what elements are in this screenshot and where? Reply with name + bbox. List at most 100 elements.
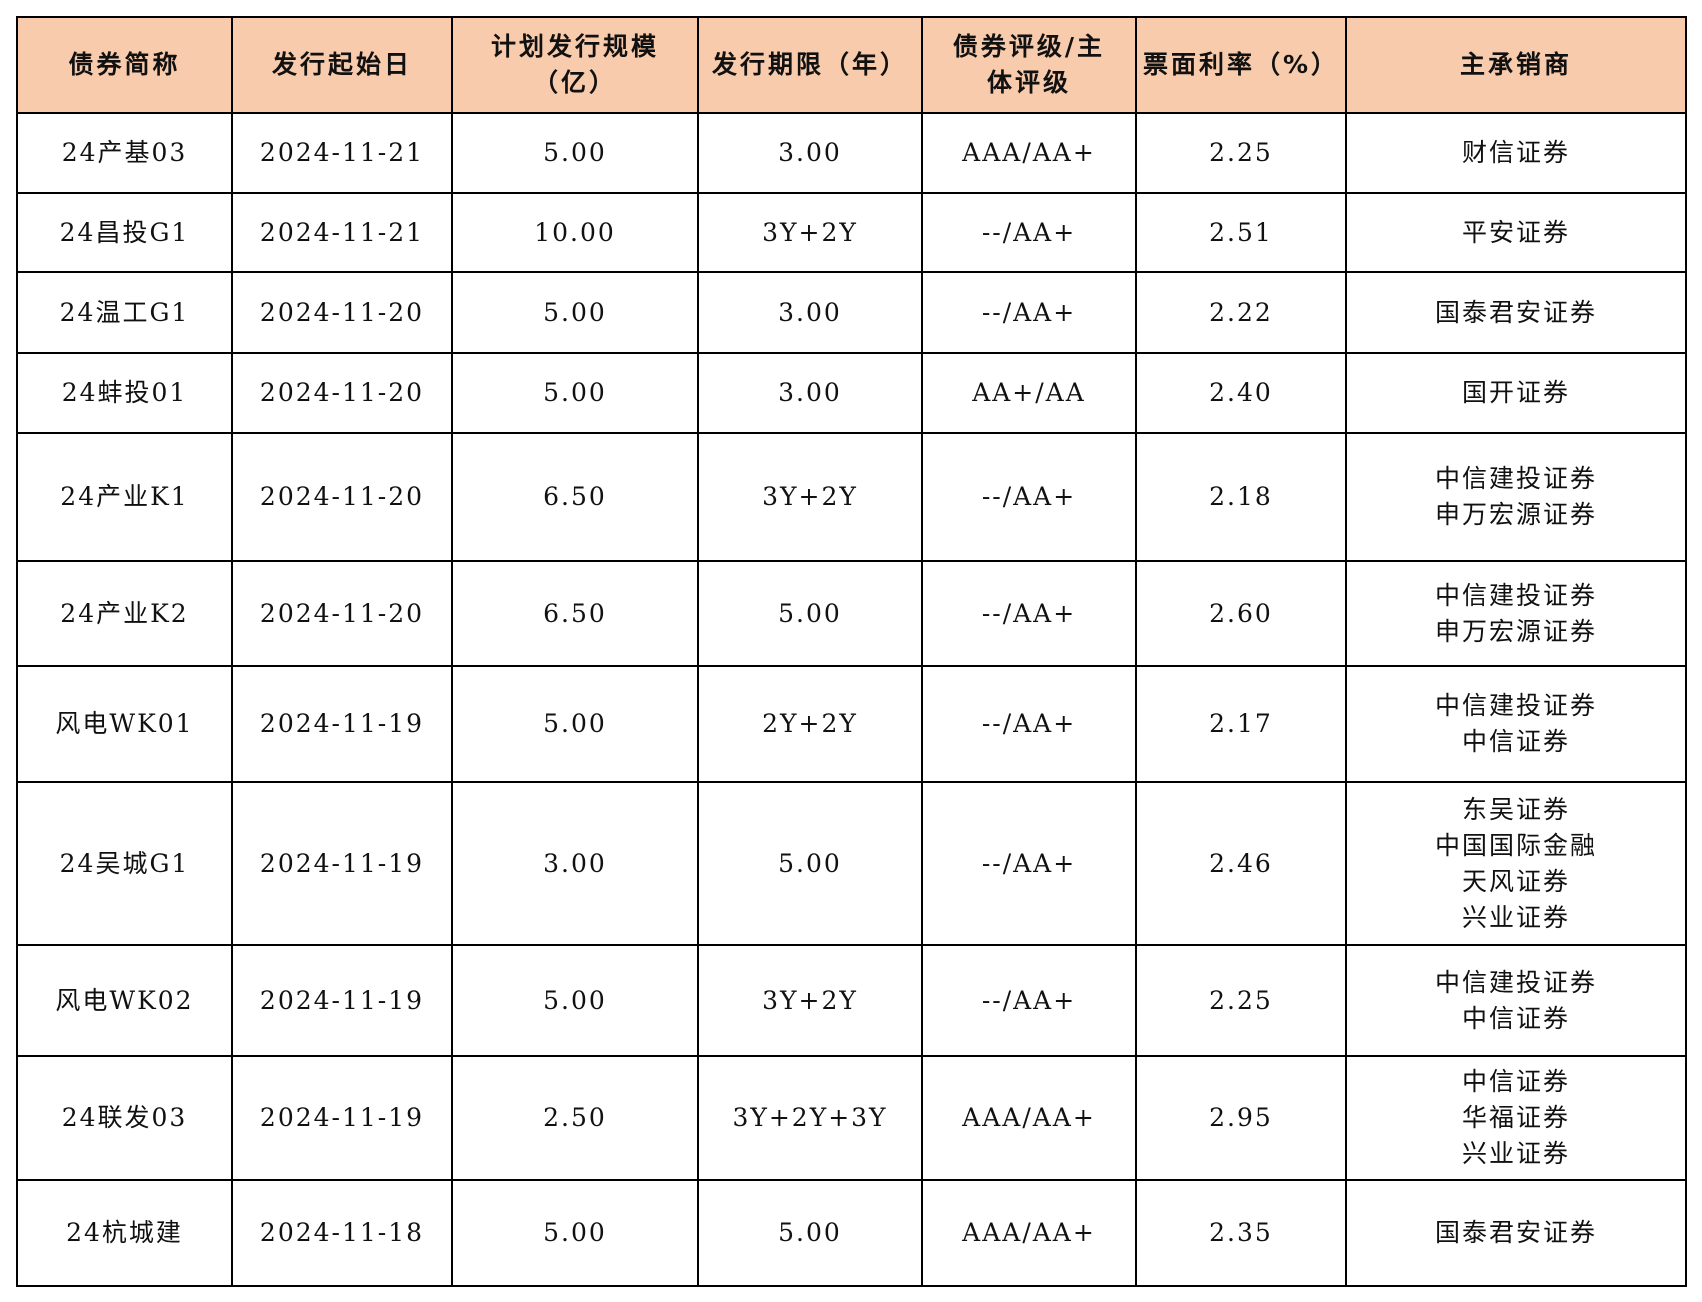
table-cell: 2.35 [1135,1179,1347,1287]
table-cell: 2.25 [1135,944,1347,1057]
cell-line: 债券简称 [68,50,181,79]
table-cell: AAA/AA+ [921,1055,1137,1181]
cell-line: 中信建投证券 [1434,580,1597,610]
table-cell: 2024-11-19 [231,944,453,1057]
table-cell: 24产业K1 [16,432,233,562]
table-cell: 24温工G1 [16,271,233,354]
table-cell: 3.00 [697,112,923,194]
cell-line: 国开证券 [1461,378,1570,407]
cell-line: 债券评级/主 [952,32,1106,61]
cell-line: 中信证券 [1461,1067,1570,1096]
table-cell: 国泰君安证券 [1345,1179,1687,1287]
table-cell: 2024-11-18 [231,1179,453,1287]
cell-line: （亿） [532,68,617,97]
cell-line: 中国国际金融 [1434,830,1597,860]
table-row: 24产基03 2024-11-21 5.00 3.00 AAA/AA+ 2.25 财信证券 [16,112,1687,194]
table-cell: 2.60 [1135,560,1347,667]
table-cell: --/AA+ [921,271,1137,354]
cell-line: 天风证券 [1461,866,1570,896]
table-cell: 6.50 [451,432,699,562]
table-cell: 24蚌投01 [16,352,233,434]
table-cell: 2024-11-21 [231,112,453,194]
header-cell: 发行起始日 [231,16,453,114]
cell-line: 中信建投证券 [1434,691,1597,720]
table-cell: 5.00 [451,112,699,194]
cell-line: 主承销商 [1459,50,1572,79]
table-cell: --/AA+ [921,192,1137,273]
table-cell: 5.00 [697,781,923,946]
table-cell: 3.00 [697,271,923,354]
table-cell: 3.00 [697,352,923,434]
table-cell: 2.50 [451,1055,699,1181]
table-row: 24昌投G1 2024-11-21 10.00 3Y+2Y --/AA+ 2.51 平安证券 [16,192,1687,273]
table-cell: AA+/AA [921,352,1137,434]
cell-line: 平安证券 [1461,217,1570,247]
table-cell: 2.46 [1135,781,1347,946]
header-cell: 票面利率（%） [1135,16,1347,114]
table-cell: 2.40 [1135,352,1347,434]
cell-line: 国泰君安证券 [1434,1218,1597,1247]
header-cell: 主承销商 [1345,16,1687,114]
cell-line: 体评级 [986,68,1071,97]
cell-line: 兴业证券 [1461,1139,1570,1168]
bond-table: 债券简称 发行起始日 计划发行规模 （亿） 发行期限（年） 债券评级/主 体评级 票面利率（%… [16,16,1687,1287]
table-cell: --/AA+ [921,665,1137,783]
table-cell: 平安证券 [1345,192,1687,273]
table-cell: 2.95 [1135,1055,1347,1181]
table-cell: 5.00 [451,352,699,434]
table-cell: 3.00 [451,781,699,946]
cell-line: 华福证券 [1461,1103,1570,1132]
table-cell: 5.00 [697,1179,923,1287]
table-cell: 24产基03 [16,112,233,194]
table-cell: 东吴证券 中国国际金融 天风证券 兴业证券 [1345,781,1687,946]
table-cell: 国开证券 [1345,352,1687,434]
table-cell: 3Y+2Y+3Y [697,1055,923,1181]
table-cell: 2.51 [1135,192,1347,273]
cell-line: 中信建投证券 [1434,967,1597,997]
table-cell: 24昌投G1 [16,192,233,273]
table-row: 24温工G1 2024-11-20 5.00 3.00 --/AA+ 2.22 国泰君安证券 [16,271,1687,354]
table-cell: --/AA+ [921,560,1137,667]
cell-line: 国泰君安证券 [1434,297,1597,327]
table-cell: 中信建投证券 中信证券 [1345,665,1687,783]
table-cell: 2.18 [1135,432,1347,562]
table-cell: 6.50 [451,560,699,667]
table-cell: 2024-11-20 [231,560,453,667]
cell-line: 发行期限（年） [711,50,908,79]
table-cell: 2024-11-20 [231,271,453,354]
table-cell: 24杭城建 [16,1179,233,1287]
table-cell: --/AA+ [921,781,1137,946]
table-cell: 风电WK01 [16,665,233,783]
table-cell: 3Y+2Y [697,944,923,1057]
table-cell: 3Y+2Y [697,192,923,273]
table-cell: 5.00 [451,944,699,1057]
table-cell: 5.00 [451,1179,699,1287]
cell-line: 东吴证券 [1461,794,1570,824]
cell-line: 票面利率（%） [1142,50,1340,79]
cell-line: 发行起始日 [271,50,412,79]
header-row: 债券简称 发行起始日 计划发行规模 （亿） 发行期限（年） 债券评级/主 体评级 票面利率（%… [16,16,1687,114]
table-row: 风电WK02 2024-11-19 5.00 3Y+2Y --/AA+ 2.25 中信建投证… [16,944,1687,1057]
table-cell: 财信证券 [1345,112,1687,194]
header-cell: 发行期限（年） [697,16,923,114]
table-cell: 中信建投证券 申万宏源证券 [1345,560,1687,667]
cell-line: 申万宏源证券 [1434,616,1597,646]
table-cell: 2024-11-20 [231,352,453,434]
table-row: 风电WK01 2024-11-19 5.00 2Y+2Y --/AA+ 2.17 中信建投证… [16,665,1687,783]
table-cell: 10.00 [451,192,699,273]
table-cell: 2Y+2Y [697,665,923,783]
table-cell: --/AA+ [921,944,1137,1057]
table-cell: 2024-11-19 [231,1055,453,1181]
table-row: 24杭城建 2024-11-18 5.00 5.00 AAA/AA+ 2.35 国泰君安证券 [16,1179,1687,1287]
table-row: 24吴城G1 2024-11-19 3.00 5.00 --/AA+ 2.46 东吴证券中国… [16,781,1687,946]
cell-line: 计划发行规模 [490,32,659,61]
table-cell: AAA/AA+ [921,112,1137,194]
header-cell: 债券评级/主 体评级 [921,16,1137,114]
table-cell: 2.22 [1135,271,1347,354]
table-cell: 24吴城G1 [16,781,233,946]
header-cell: 债券简称 [16,16,233,114]
table-cell: 风电WK02 [16,944,233,1057]
table-cell: 5.00 [697,560,923,667]
table-cell: 2024-11-19 [231,781,453,946]
